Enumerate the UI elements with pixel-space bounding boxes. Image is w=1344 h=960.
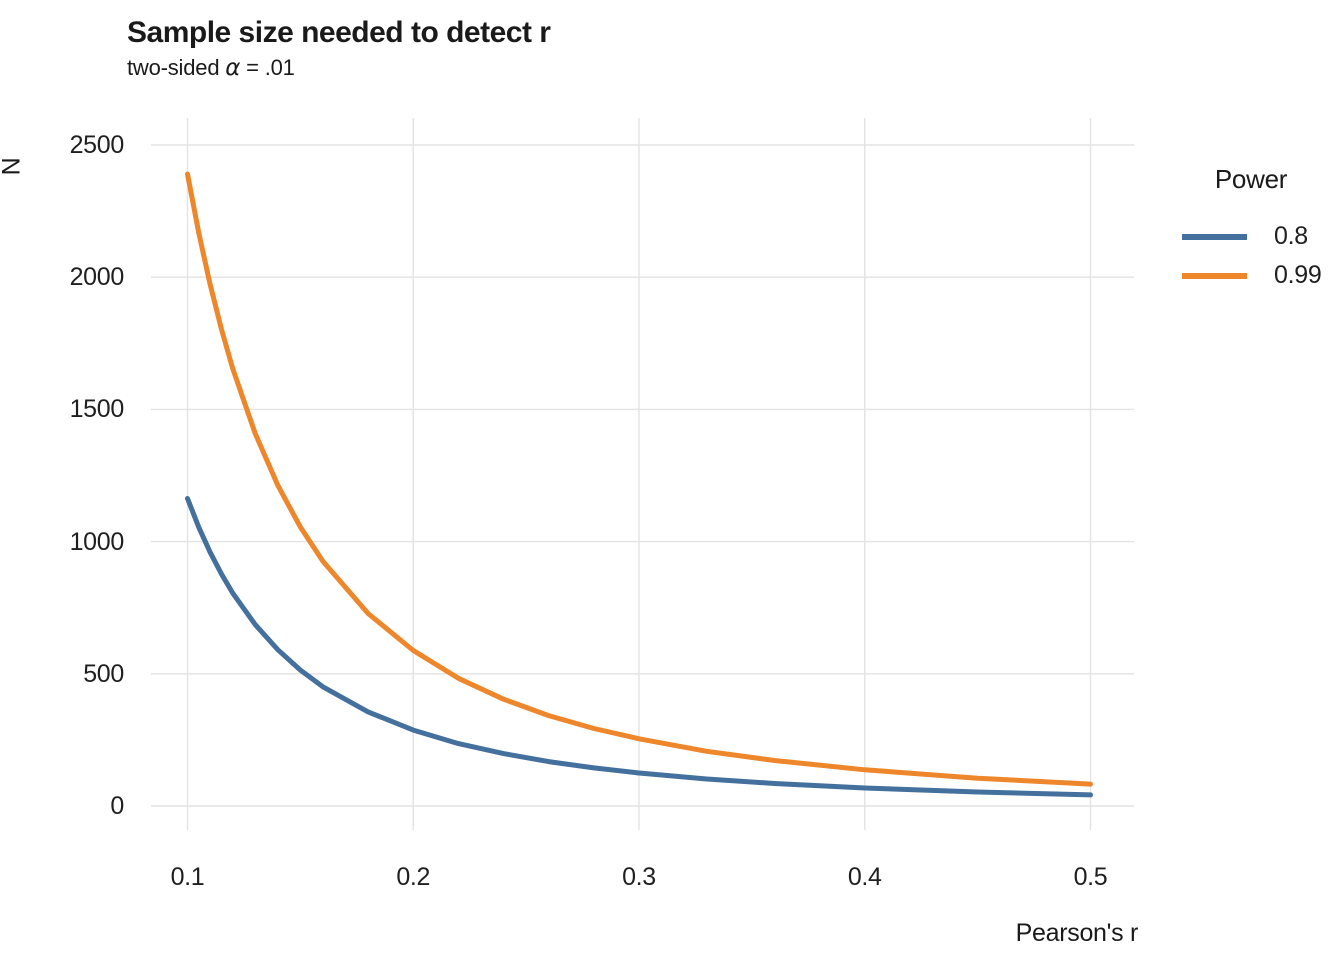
legend-swatch-line <box>1182 272 1247 279</box>
series-lines <box>185 171 1093 798</box>
alpha-symbol: α <box>225 55 241 81</box>
chart-subtitle: two-sided α = .01 <box>127 55 295 81</box>
legend: Power 0.8 0.99 <box>1178 164 1338 295</box>
x-tick-label: 0.5 <box>1073 863 1108 891</box>
subtitle-prefix: two-sided <box>127 55 226 80</box>
y-tick-label: 1500 <box>69 395 125 424</box>
series-line-power-0.99 <box>185 171 1093 787</box>
legend-item-label: 0.8 <box>1274 222 1308 250</box>
y-tick-label: 1000 <box>69 527 125 556</box>
legend-item: 0.8 <box>1178 217 1338 256</box>
x-axis-title: Pearson's r <box>1015 919 1139 947</box>
x-tick-label: 0.2 <box>396 863 431 891</box>
x-tick-label: 0.3 <box>622 863 656 891</box>
legend-swatch-line <box>1182 233 1247 240</box>
legend-item: 0.99 <box>1178 256 1338 295</box>
y-tick-label: 0 <box>110 792 124 820</box>
y-tick-label: 500 <box>83 659 124 688</box>
series-line-power-0.8 <box>185 496 1093 798</box>
legend-title: Power <box>1214 164 1288 194</box>
x-tick-label: 0.1 <box>170 863 205 891</box>
subtitle-suffix: = .01 <box>240 55 295 80</box>
y-tick-label: 2500 <box>69 131 125 159</box>
x-tick-label: 0.4 <box>847 863 882 891</box>
legend-items: 0.8 0.99 <box>1178 217 1338 295</box>
y-axis-title: N <box>0 157 26 176</box>
legend-item-label: 0.99 <box>1274 261 1322 289</box>
y-tick-label: 2000 <box>69 263 125 292</box>
chart-title: Sample size needed to detect r <box>127 16 551 49</box>
gridlines <box>151 118 1134 830</box>
